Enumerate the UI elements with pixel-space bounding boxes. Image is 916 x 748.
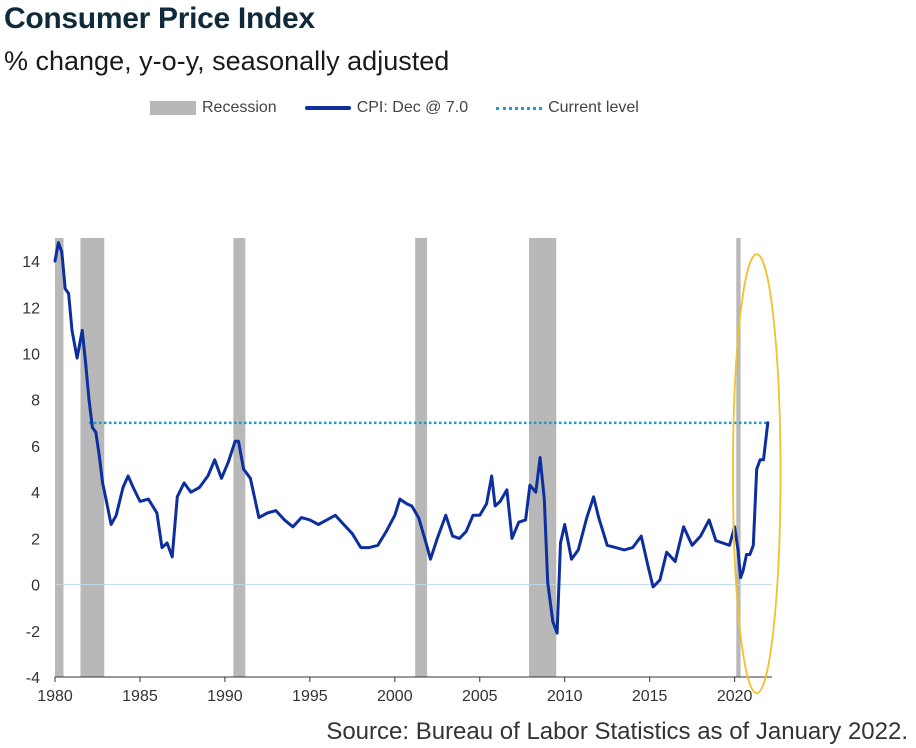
- x-tick-label-2020: 2020: [717, 688, 753, 705]
- y-tick-label--4: -4: [26, 670, 40, 687]
- chart-legend: Recession CPI: Dec @ 7.0 Current level: [150, 96, 667, 120]
- recession-band-5: [736, 238, 741, 677]
- x-tick-label-2010: 2010: [547, 688, 583, 705]
- legend-label-cpi: CPI: Dec @ 7.0: [356, 99, 469, 116]
- chart-subtitle: % change, y-o-y, seasonally adjusted: [4, 46, 450, 76]
- y-tick-label-2: 2: [31, 531, 40, 548]
- legend-item-current-level: Current level: [496, 99, 639, 117]
- x-tick-label-1995: 1995: [292, 688, 328, 705]
- legend-label-recession: Recession: [202, 99, 277, 116]
- y-tick-label-10: 10: [22, 347, 40, 364]
- axes: 1980 1985 1990 1995 2000 2005 2010 2015 2020-4-2…: [22, 254, 772, 705]
- x-tick-label-1985: 1985: [122, 688, 158, 705]
- recession-band-1: [80, 238, 105, 677]
- y-tick-label-0: 0: [31, 578, 40, 595]
- legend-item-recession: Recession: [150, 99, 277, 117]
- recession-band-3: [415, 238, 428, 677]
- recession-band-2: [233, 238, 246, 677]
- x-tick-label-2005: 2005: [462, 688, 498, 705]
- recession-swatch-icon: [150, 101, 196, 115]
- annotation-layer: [732, 253, 782, 695]
- source-note: Source: Bureau of Labor Statistics as of…: [326, 718, 908, 745]
- recession-band-0: [55, 238, 64, 677]
- current-level-swatch-icon: [496, 106, 543, 110]
- highlight-ellipse: [732, 253, 782, 695]
- cpi-line-swatch-icon: [304, 106, 351, 110]
- legend-label-current-level: Current level: [548, 99, 639, 116]
- y-tick-label-8: 8: [31, 393, 40, 410]
- x-tick-label-2000: 2000: [377, 688, 413, 705]
- y-tick-label-12: 12: [22, 300, 40, 317]
- recession-bands: [55, 238, 741, 677]
- x-tick-label-2015: 2015: [632, 688, 668, 705]
- chart-title: Consumer Price Index: [4, 2, 315, 35]
- y-tick-label--2: -2: [26, 624, 40, 641]
- cpi-series-line-0: [53, 241, 770, 635]
- x-tick-label-1980: 1980: [37, 688, 73, 705]
- y-tick-label-14: 14: [22, 254, 40, 271]
- x-tick-label-1990: 1990: [207, 688, 243, 705]
- y-tick-label-4: 4: [31, 485, 40, 502]
- y-tick-label-6: 6: [31, 439, 40, 456]
- series-layer: [53, 241, 770, 635]
- legend-item-cpi: CPI: Dec @ 7.0: [304, 99, 469, 117]
